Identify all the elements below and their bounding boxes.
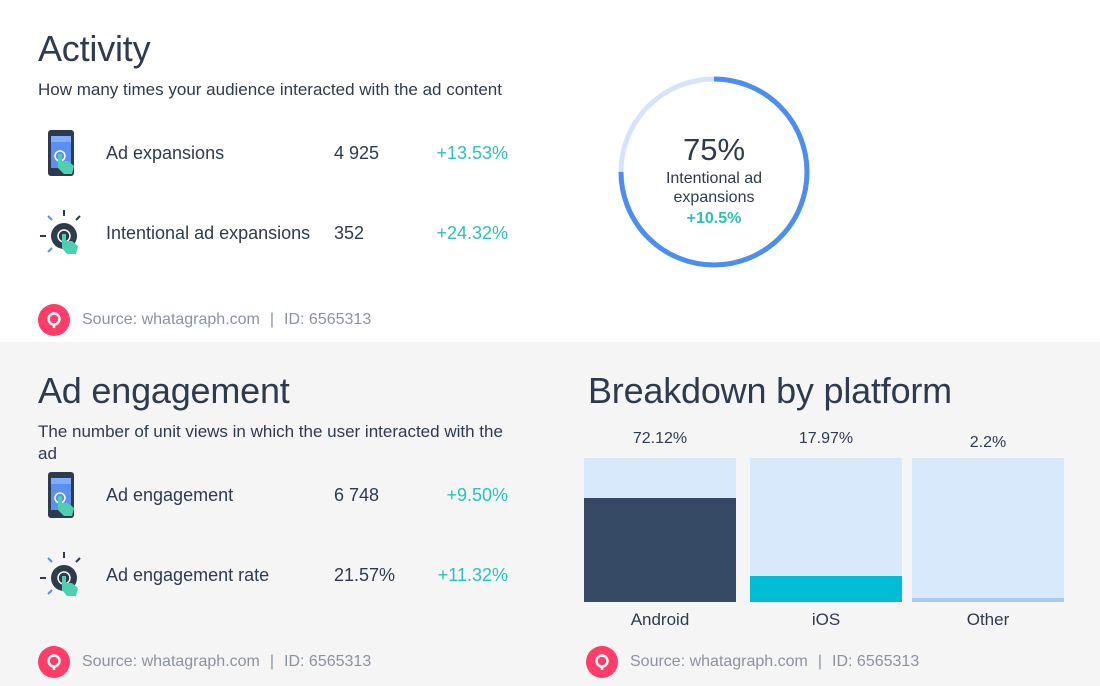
metric-label: Ad engagement (106, 485, 234, 505)
bar-android (584, 498, 736, 602)
bar-category-label: Other (966, 610, 1010, 629)
metric-row-ad-engagement-rate: Ad engagement rate 21.57% +11.32% (38, 550, 508, 606)
metric-value: 6 748 (334, 485, 380, 505)
tap-gesture-icon (38, 208, 86, 260)
metric-label: Ad engagement rate (106, 565, 270, 585)
donut-percent: 75% (682, 132, 746, 167)
whatagraph-logo-icon (586, 646, 618, 678)
donut-value-arc (618, 76, 810, 268)
bar-value-label: 2.2% (969, 434, 1007, 451)
bar-track-other (912, 458, 1064, 602)
source-separator: | (269, 653, 275, 670)
metric-row-ad-expansions: Ad expansions 4 925 +13.53% (38, 128, 508, 184)
metric-row-ad-engagement: Ad engagement 6 748 +9.50% (38, 470, 508, 526)
tap-gesture-icon (38, 550, 86, 602)
source-footer: Source: whatagraph.com | ID: 6565313 (38, 646, 371, 678)
activity-subtitle: How many times your audience interacted … (38, 80, 502, 99)
source-text: Source: whatagraph.com (630, 653, 808, 670)
metric-label: Intentional ad expansions (106, 223, 311, 243)
whatagraph-logo-icon (38, 304, 70, 336)
metric-value: 4 925 (334, 143, 380, 163)
bar-track-ios (750, 458, 902, 602)
engagement-subtitle: The number of unit views in which the us… (38, 422, 503, 463)
bar-other (912, 598, 1064, 602)
metric-change: +11.32% (437, 565, 508, 585)
source-id: ID: 6565313 (832, 653, 920, 670)
source-id: ID: 6565313 (284, 653, 372, 670)
source-text: Source: whatagraph.com (82, 311, 260, 328)
source-separator: | (269, 311, 275, 328)
donut-center: 75% Intentional ad expansions +10.5% (616, 74, 812, 270)
metric-change: +24.32% (436, 223, 508, 243)
source-text: Source: whatagraph.com (82, 653, 260, 670)
engagement-title: Ad engagement (38, 370, 290, 411)
platform-title: Breakdown by platform (588, 370, 952, 411)
bar-category-label: Android (630, 610, 690, 629)
metric-change: +9.50% (446, 485, 508, 505)
whatagraph-logo-icon (38, 646, 70, 678)
source-footer: Source: whatagraph.com | ID: 6565313 (586, 646, 919, 678)
source-id: ID: 6565313 (284, 311, 372, 328)
bar-value-label: 17.97% (798, 430, 854, 447)
activity-title: Activity (38, 28, 151, 69)
source-separator: | (817, 653, 823, 670)
metric-value: 21.57% (334, 565, 396, 585)
activity-section (0, 0, 1100, 342)
metric-value: 352 (334, 223, 365, 243)
bar-value-label: 72.12% (632, 430, 688, 447)
metric-change: +13.53% (436, 143, 508, 163)
source-footer: Source: whatagraph.com | ID: 6565313 (38, 304, 371, 336)
donut-label: Intentional ad expansions (665, 170, 763, 206)
phone-touch-icon (38, 128, 86, 180)
bar-track-android (584, 458, 736, 602)
donut-chart (618, 76, 810, 268)
bar-ios (750, 576, 902, 602)
metric-row-intentional-ad-expansions: Intentional ad expansions 352 +24.32% (38, 208, 508, 264)
phone-touch-icon (38, 470, 86, 522)
bar-category-label: iOS (811, 610, 841, 629)
metric-label: Ad expansions (106, 143, 225, 163)
donut-change: +10.5% (686, 210, 742, 227)
